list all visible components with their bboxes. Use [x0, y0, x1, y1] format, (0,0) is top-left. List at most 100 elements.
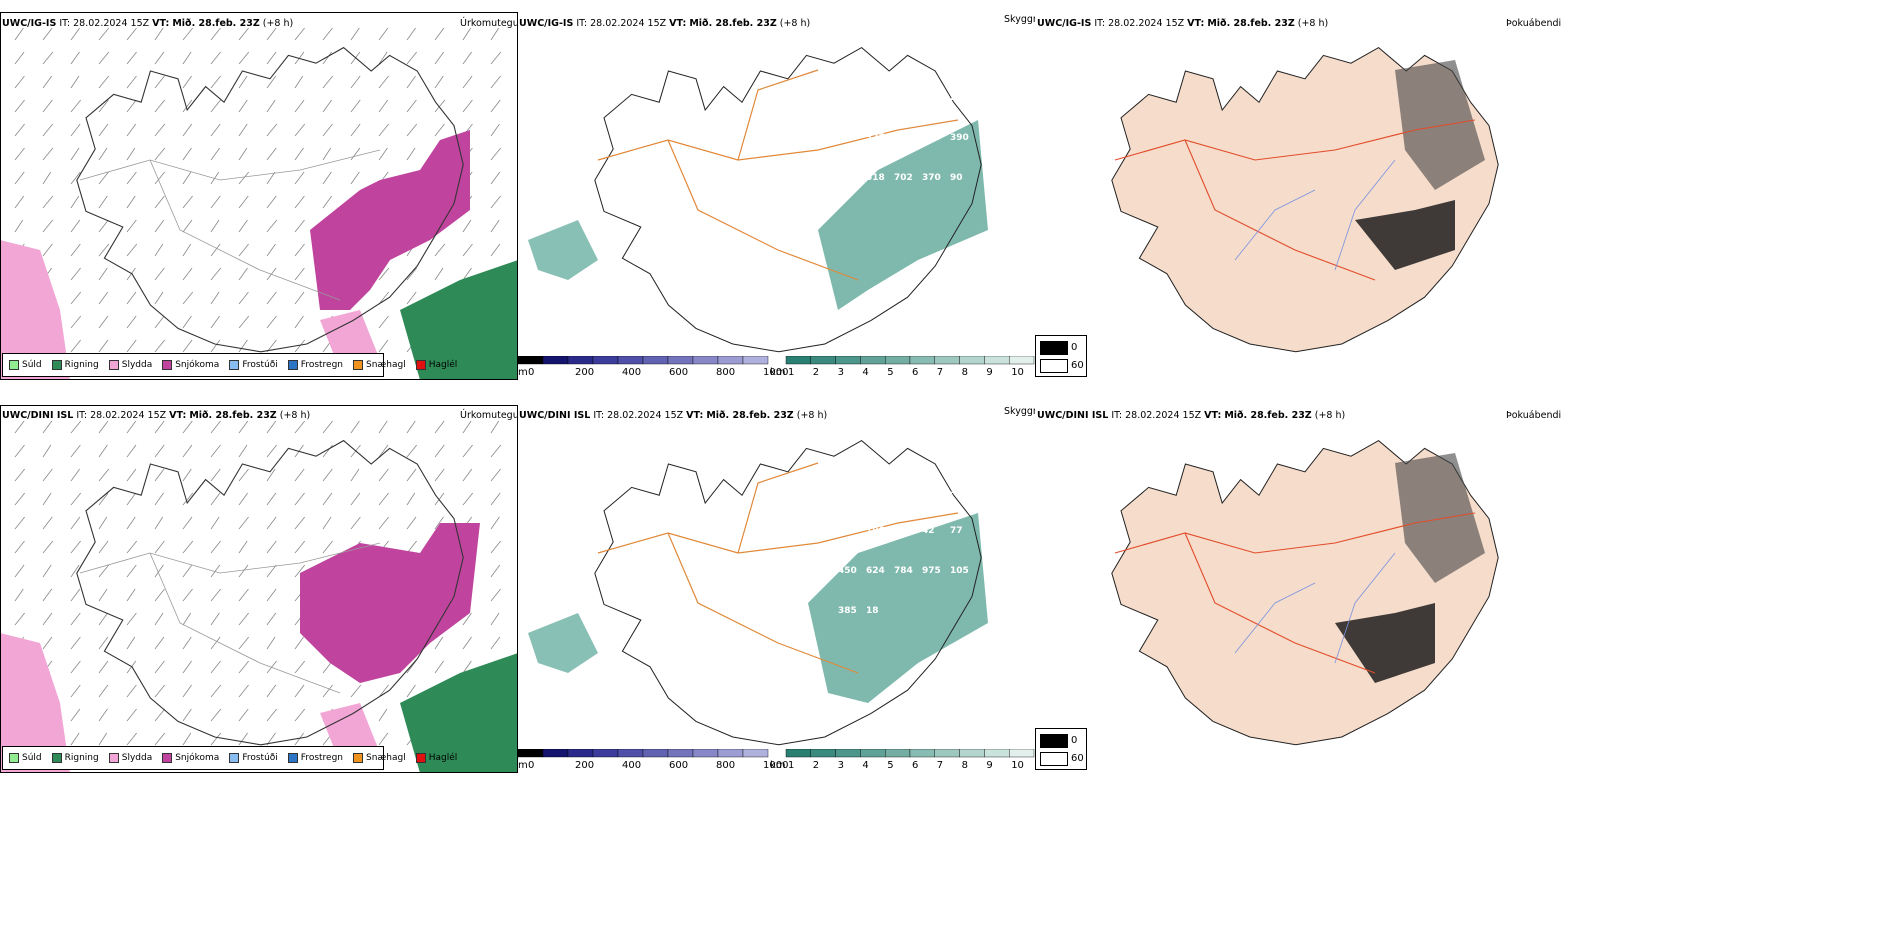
wind-barb: [42, 147, 54, 161]
wind-barb: [210, 123, 221, 137]
wind-barb: [70, 516, 81, 530]
visibility-tick-label: 8: [962, 760, 968, 771]
wind-barb: [238, 51, 250, 65]
wind-barb: [462, 492, 474, 506]
wind-barb: [490, 612, 500, 626]
wind-barb: [350, 492, 361, 506]
wind-barb: [210, 291, 220, 305]
wind-barb: [294, 636, 304, 650]
wind-barb: [14, 195, 25, 209]
wind-barb: [154, 516, 164, 530]
precip-type-map-top: [0, 10, 518, 380]
wind-barb: [294, 171, 305, 185]
wind-barb: [182, 612, 192, 626]
visibility-tick-label: 3: [838, 367, 844, 378]
wind-barb: [266, 147, 277, 161]
wind-barb: [14, 468, 25, 482]
wind-barb: [154, 540, 165, 554]
wind-barb: [154, 27, 164, 41]
wind-barb: [154, 219, 165, 233]
fog-area: [1395, 60, 1485, 190]
visibility-tick-label: 9: [986, 367, 992, 378]
wind-barb: [126, 468, 137, 482]
wind-barb: [42, 540, 54, 554]
wind-barb: [406, 75, 416, 89]
wind-barb: [238, 339, 248, 353]
wind-barb: [126, 267, 136, 281]
wind-barb: [182, 291, 194, 305]
ceiling-colorbar-segment: [717, 356, 744, 365]
precip-legend-bottom: Súld Rigning Slydda Snjókoma Frostúði Fr…: [2, 746, 457, 770]
wind-barb: [322, 75, 334, 89]
wind-barb: [126, 540, 138, 554]
visibility-tick-label: 8: [962, 367, 968, 378]
wind-barb: [70, 612, 81, 626]
wind-barb: [266, 27, 277, 41]
wind-barb: [294, 99, 305, 113]
wind-barb: [490, 444, 502, 458]
wind-barb: [294, 540, 306, 554]
wind-barb: [378, 27, 389, 41]
wind-barb: [210, 339, 221, 353]
wind-barb: [182, 540, 194, 554]
wind-barb: [42, 219, 53, 233]
wind-barb: [378, 732, 389, 746]
wind-barb: [70, 732, 80, 746]
wind-barb: [238, 291, 249, 305]
wind-barb: [434, 492, 445, 506]
wind-barb: [182, 27, 194, 41]
wind-barb: [434, 75, 444, 89]
wind-barb: [490, 540, 501, 554]
ceiling-label: 168: [866, 93, 885, 103]
low-visibility-area: [818, 120, 988, 310]
wind-barb: [182, 660, 192, 674]
ceiling-label: 77: [950, 526, 963, 536]
wind-barb: [42, 195, 54, 209]
wind-barb: [294, 732, 304, 746]
wind-barb: [70, 147, 80, 161]
visibility-tick-label: 2: [813, 760, 819, 771]
wind-barb: [406, 99, 417, 113]
wind-barb: [14, 444, 25, 458]
wind-barb: [182, 195, 193, 209]
wind-barb: [126, 588, 136, 602]
wind-barb: [210, 75, 221, 89]
wind-barb: [210, 51, 221, 65]
ceiling-colorbar-segment: [717, 749, 744, 758]
wind-barb: [210, 612, 220, 626]
ceiling-tick-label: 600: [669, 760, 688, 771]
ceiling-colorbar-segment: [667, 749, 694, 758]
wind-barb: [98, 27, 110, 41]
wind-barb: [98, 99, 109, 113]
wind-barb: [406, 267, 418, 281]
wind-barb: [70, 708, 81, 722]
ceiling-tick-label: 200: [575, 760, 594, 771]
wind-barb: [182, 123, 193, 137]
wind-barb: [266, 51, 277, 65]
visibility-colorbar-segment: [810, 749, 836, 758]
wind-barb: [322, 468, 333, 482]
visibility-colorbar-segment: [959, 749, 985, 758]
visibility-colorbar-segment: [785, 749, 811, 758]
wind-barb: [238, 564, 249, 578]
wind-barb: [294, 27, 305, 41]
wind-barb: [490, 588, 501, 602]
ceiling-label: 370: [922, 173, 941, 183]
wind-barb: [462, 75, 473, 89]
header-bottom-middle: UWC/DINI ISL IT: 28.02.2024 15Z VT: Mið.…: [519, 410, 828, 421]
wind-barb: [126, 219, 137, 233]
wind-barb: [406, 468, 417, 482]
wind-barb: [266, 123, 278, 137]
wind-barb: [70, 444, 81, 458]
sleet-area: [0, 633, 70, 773]
visibility-colorbar-segment: [934, 356, 960, 365]
wind-barb: [266, 444, 277, 458]
wind-barb: [322, 27, 333, 41]
wind-barb: [154, 267, 165, 281]
ceiling-label: 784: [894, 566, 913, 576]
wind-barb: [42, 27, 53, 41]
wind-barb: [42, 636, 53, 650]
wind-barb: [406, 123, 418, 137]
ceiling-colorbar-segment: [617, 749, 644, 758]
wind-barb: [434, 123, 445, 137]
